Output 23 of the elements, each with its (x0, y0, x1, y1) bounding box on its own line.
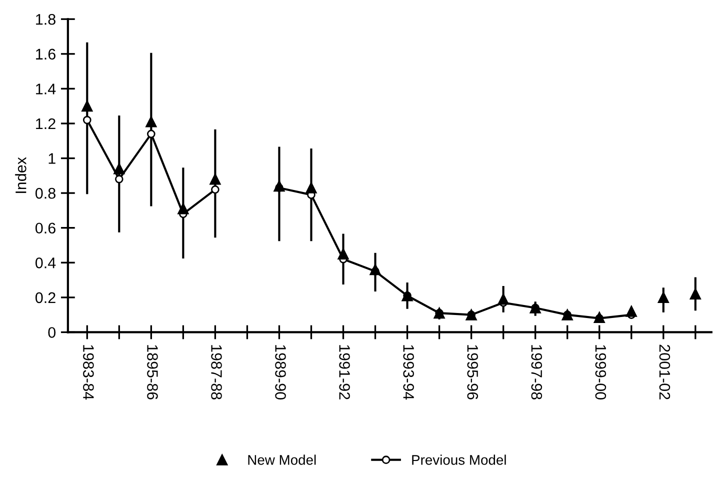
y-tick-label: 1.4 (36, 84, 56, 94)
y-tick-label: 1.2 (36, 118, 56, 130)
x-tick-label: 1895-86 (147, 345, 158, 400)
y-tick-label: 0 (48, 327, 56, 338)
y-tick-label: 0.4 (35, 258, 56, 268)
y-tick-label: 0.8 (35, 188, 56, 199)
y-axis-title: Index (15, 157, 26, 193)
x-tick-label: 1987-88 (211, 345, 222, 400)
y-tick-label: 1.6 (36, 48, 56, 60)
x-tick-label: 1995-96 (467, 345, 478, 400)
x-tick-label: 1991-92 (339, 345, 350, 400)
y-tick-label: 0.2 (35, 292, 56, 304)
x-tick-label: 1999-00 (595, 345, 606, 400)
legend-label: Previous Model (412, 454, 506, 465)
legend-label: New Model (248, 454, 316, 465)
x-tick-label: 1989-90 (275, 345, 286, 400)
y-tick-label: 1.8 (36, 14, 56, 25)
x-tick-label: 1997-98 (531, 345, 542, 400)
x-tick-label: 1993-94 (403, 345, 414, 400)
y-tick-label: 1 (48, 153, 56, 164)
x-tick-label: 1983-84 (83, 345, 94, 400)
y-tick-label: 0.6 (35, 222, 56, 234)
x-tick-label: 2001-02 (659, 344, 670, 400)
